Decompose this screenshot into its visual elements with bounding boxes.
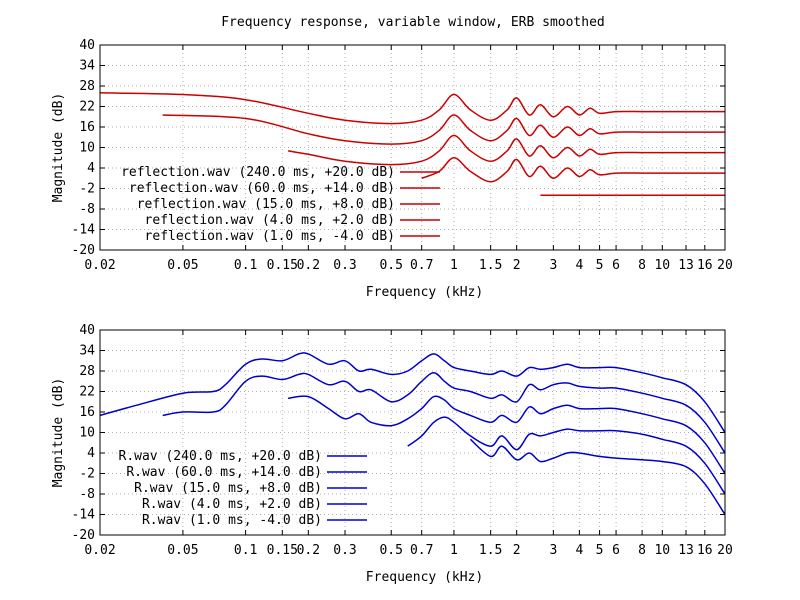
y-tick-label: -14: [72, 223, 96, 238]
series-line-1: [99, 352, 726, 433]
y-axis-label: Magnitude (dB): [51, 378, 66, 488]
x-tick-label: 0.15: [267, 258, 298, 273]
x-tick-label: 6: [612, 543, 620, 558]
legend-label: R.wav (1.0 ms, -4.0 dB): [142, 513, 322, 528]
y-axis-label: Magnitude (dB): [51, 93, 66, 203]
x-tick-label: 8: [638, 258, 646, 273]
x-tick-label: 20: [717, 543, 733, 558]
series-line-4: [407, 416, 726, 495]
x-tick-label: 0.2: [297, 543, 320, 558]
legend: R.wav (240.0 ms, +20.0 dB)R.wav (60.0 ms…: [119, 449, 367, 528]
x-tick-label: 20: [717, 258, 733, 273]
x-axis-label: Frequency (kHz): [366, 285, 483, 300]
legend: reflection.wav (240.0 ms, +20.0 dB)refle…: [121, 165, 440, 244]
y-tick-label: 40: [79, 323, 95, 338]
y-tick-label: 40: [79, 38, 95, 53]
x-tick-label: 0.7: [410, 543, 433, 558]
x-tick-label: 13: [678, 258, 694, 273]
x-tick-label: 0.7: [410, 258, 433, 273]
legend-label: reflection.wav (15.0 ms, +8.0 dB): [137, 197, 395, 212]
series-group: [99, 92, 725, 197]
x-tick-label: 0.02: [84, 258, 115, 273]
x-tick-label: 16: [697, 258, 713, 273]
series-line-2: [162, 371, 726, 454]
series-line-5: [469, 438, 726, 515]
x-tick-label: 6: [612, 258, 620, 273]
y-tick-label: 22: [79, 100, 95, 115]
series-line-3: [288, 395, 726, 474]
series-group: [99, 352, 726, 515]
y-tick-label: -14: [72, 508, 96, 523]
x-tick-label: 0.05: [167, 258, 198, 273]
y-tick-label: 34: [79, 59, 95, 74]
y-tick-label: 28: [79, 364, 95, 379]
x-tick-label: 0.05: [167, 543, 198, 558]
y-tick-label: 16: [79, 120, 95, 135]
x-tick-label: 0.1: [234, 258, 257, 273]
x-tick-label: 5: [596, 258, 604, 273]
y-tick-label: -20: [72, 243, 95, 258]
x-tick-label: 8: [638, 543, 646, 558]
x-tick-label: 1: [450, 543, 458, 558]
series-line-2: [162, 114, 725, 145]
x-tick-label: 10: [654, 543, 670, 558]
x-tick-label: 4: [575, 258, 583, 273]
axis-ticks: 0.02 0.05 0.1 0.150.2 0.3 0.5 0.7 1 1.5 2 3 4 5 6 8 10 1…: [72, 323, 733, 558]
legend-label: R.wav (15.0 ms, +8.0 dB): [134, 481, 322, 496]
y-tick-label: -2: [79, 182, 95, 197]
x-tick-label: 5: [596, 543, 604, 558]
x-tick-label: 13: [678, 543, 694, 558]
y-tick-label: 4: [87, 446, 95, 461]
legend-label: reflection.wav (4.0 ms, +2.0 dB): [145, 213, 395, 228]
x-tick-label: 0.3: [333, 543, 356, 558]
y-tick-label: 16: [79, 405, 95, 420]
y-tick-label: -8: [79, 202, 95, 217]
x-tick-label: 0.1: [234, 543, 257, 558]
x-tick-label: 1.5: [479, 258, 502, 273]
legend-label: reflection.wav (60.0 ms, +14.0 dB): [129, 181, 395, 196]
x-tick-label: 0.2: [297, 258, 320, 273]
grid: [100, 45, 725, 250]
x-tick-label: 0.5: [379, 543, 402, 558]
x-tick-label: 3: [549, 258, 557, 273]
y-tick-label: 4: [87, 161, 95, 176]
x-tick-label: 4: [575, 543, 583, 558]
x-tick-label: 1: [450, 258, 458, 273]
x-tick-label: 0.3: [333, 258, 356, 273]
y-tick-label: -20: [72, 528, 95, 543]
x-axis-label: Frequency (kHz): [366, 570, 483, 585]
series-line-4: [421, 157, 725, 183]
y-tick-label: -8: [79, 487, 95, 502]
y-tick-label: 10: [79, 426, 95, 441]
y-tick-label: 22: [79, 385, 95, 400]
y-tick-label: -2: [79, 467, 95, 482]
x-tick-label: 0.5: [379, 258, 402, 273]
y-tick-label: 28: [79, 79, 95, 94]
y-tick-label: 34: [79, 344, 95, 359]
series-line-1: [99, 92, 725, 125]
x-tick-label: 0.02: [84, 543, 115, 558]
x-tick-label: 1.5: [479, 543, 502, 558]
x-tick-label: 0.15: [267, 543, 298, 558]
legend-label: R.wav (240.0 ms, +20.0 dB): [119, 449, 323, 464]
y-tick-label: 10: [79, 141, 95, 156]
x-tick-label: 3: [549, 543, 557, 558]
legend-label: reflection.wav (240.0 ms, +20.0 dB): [121, 165, 395, 180]
x-tick-label: 2: [513, 258, 521, 273]
series-line-3: [287, 134, 725, 166]
x-tick-label: 10: [654, 258, 670, 273]
x-tick-label: 2: [513, 543, 521, 558]
legend-label: reflection.wav (1.0 ms, -4.0 dB): [145, 229, 395, 244]
top-chart: 0.02 0.05 0.1 0.150.2 0.3 0.5 0.7 1 1.5 2 3 4 5 6 8 10 1…: [51, 38, 733, 300]
bottom-chart: 0.02 0.05 0.1 0.150.2 0.3 0.5 0.7 1 1.5 2 3 4 5 6 8 10 1…: [51, 323, 733, 585]
axis-ticks: 0.02 0.05 0.1 0.150.2 0.3 0.5 0.7 1 1.5 2 3 4 5 6 8 10 1…: [72, 38, 733, 273]
x-tick-label: 16: [697, 543, 713, 558]
legend-label: R.wav (4.0 ms, +2.0 dB): [142, 497, 322, 512]
figure-title: Frequency response, variable window, ERB…: [221, 15, 605, 30]
legend-label: R.wav (60.0 ms, +14.0 dB): [126, 465, 322, 480]
